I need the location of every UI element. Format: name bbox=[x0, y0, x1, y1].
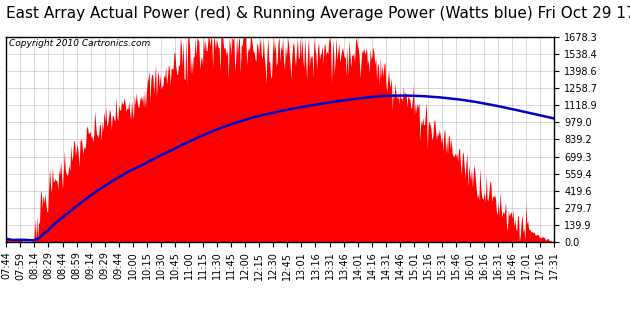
Text: Copyright 2010 Cartronics.com: Copyright 2010 Cartronics.com bbox=[9, 39, 151, 48]
Text: East Array Actual Power (red) & Running Average Power (Watts blue) Fri Oct 29 17: East Array Actual Power (red) & Running … bbox=[6, 6, 630, 21]
